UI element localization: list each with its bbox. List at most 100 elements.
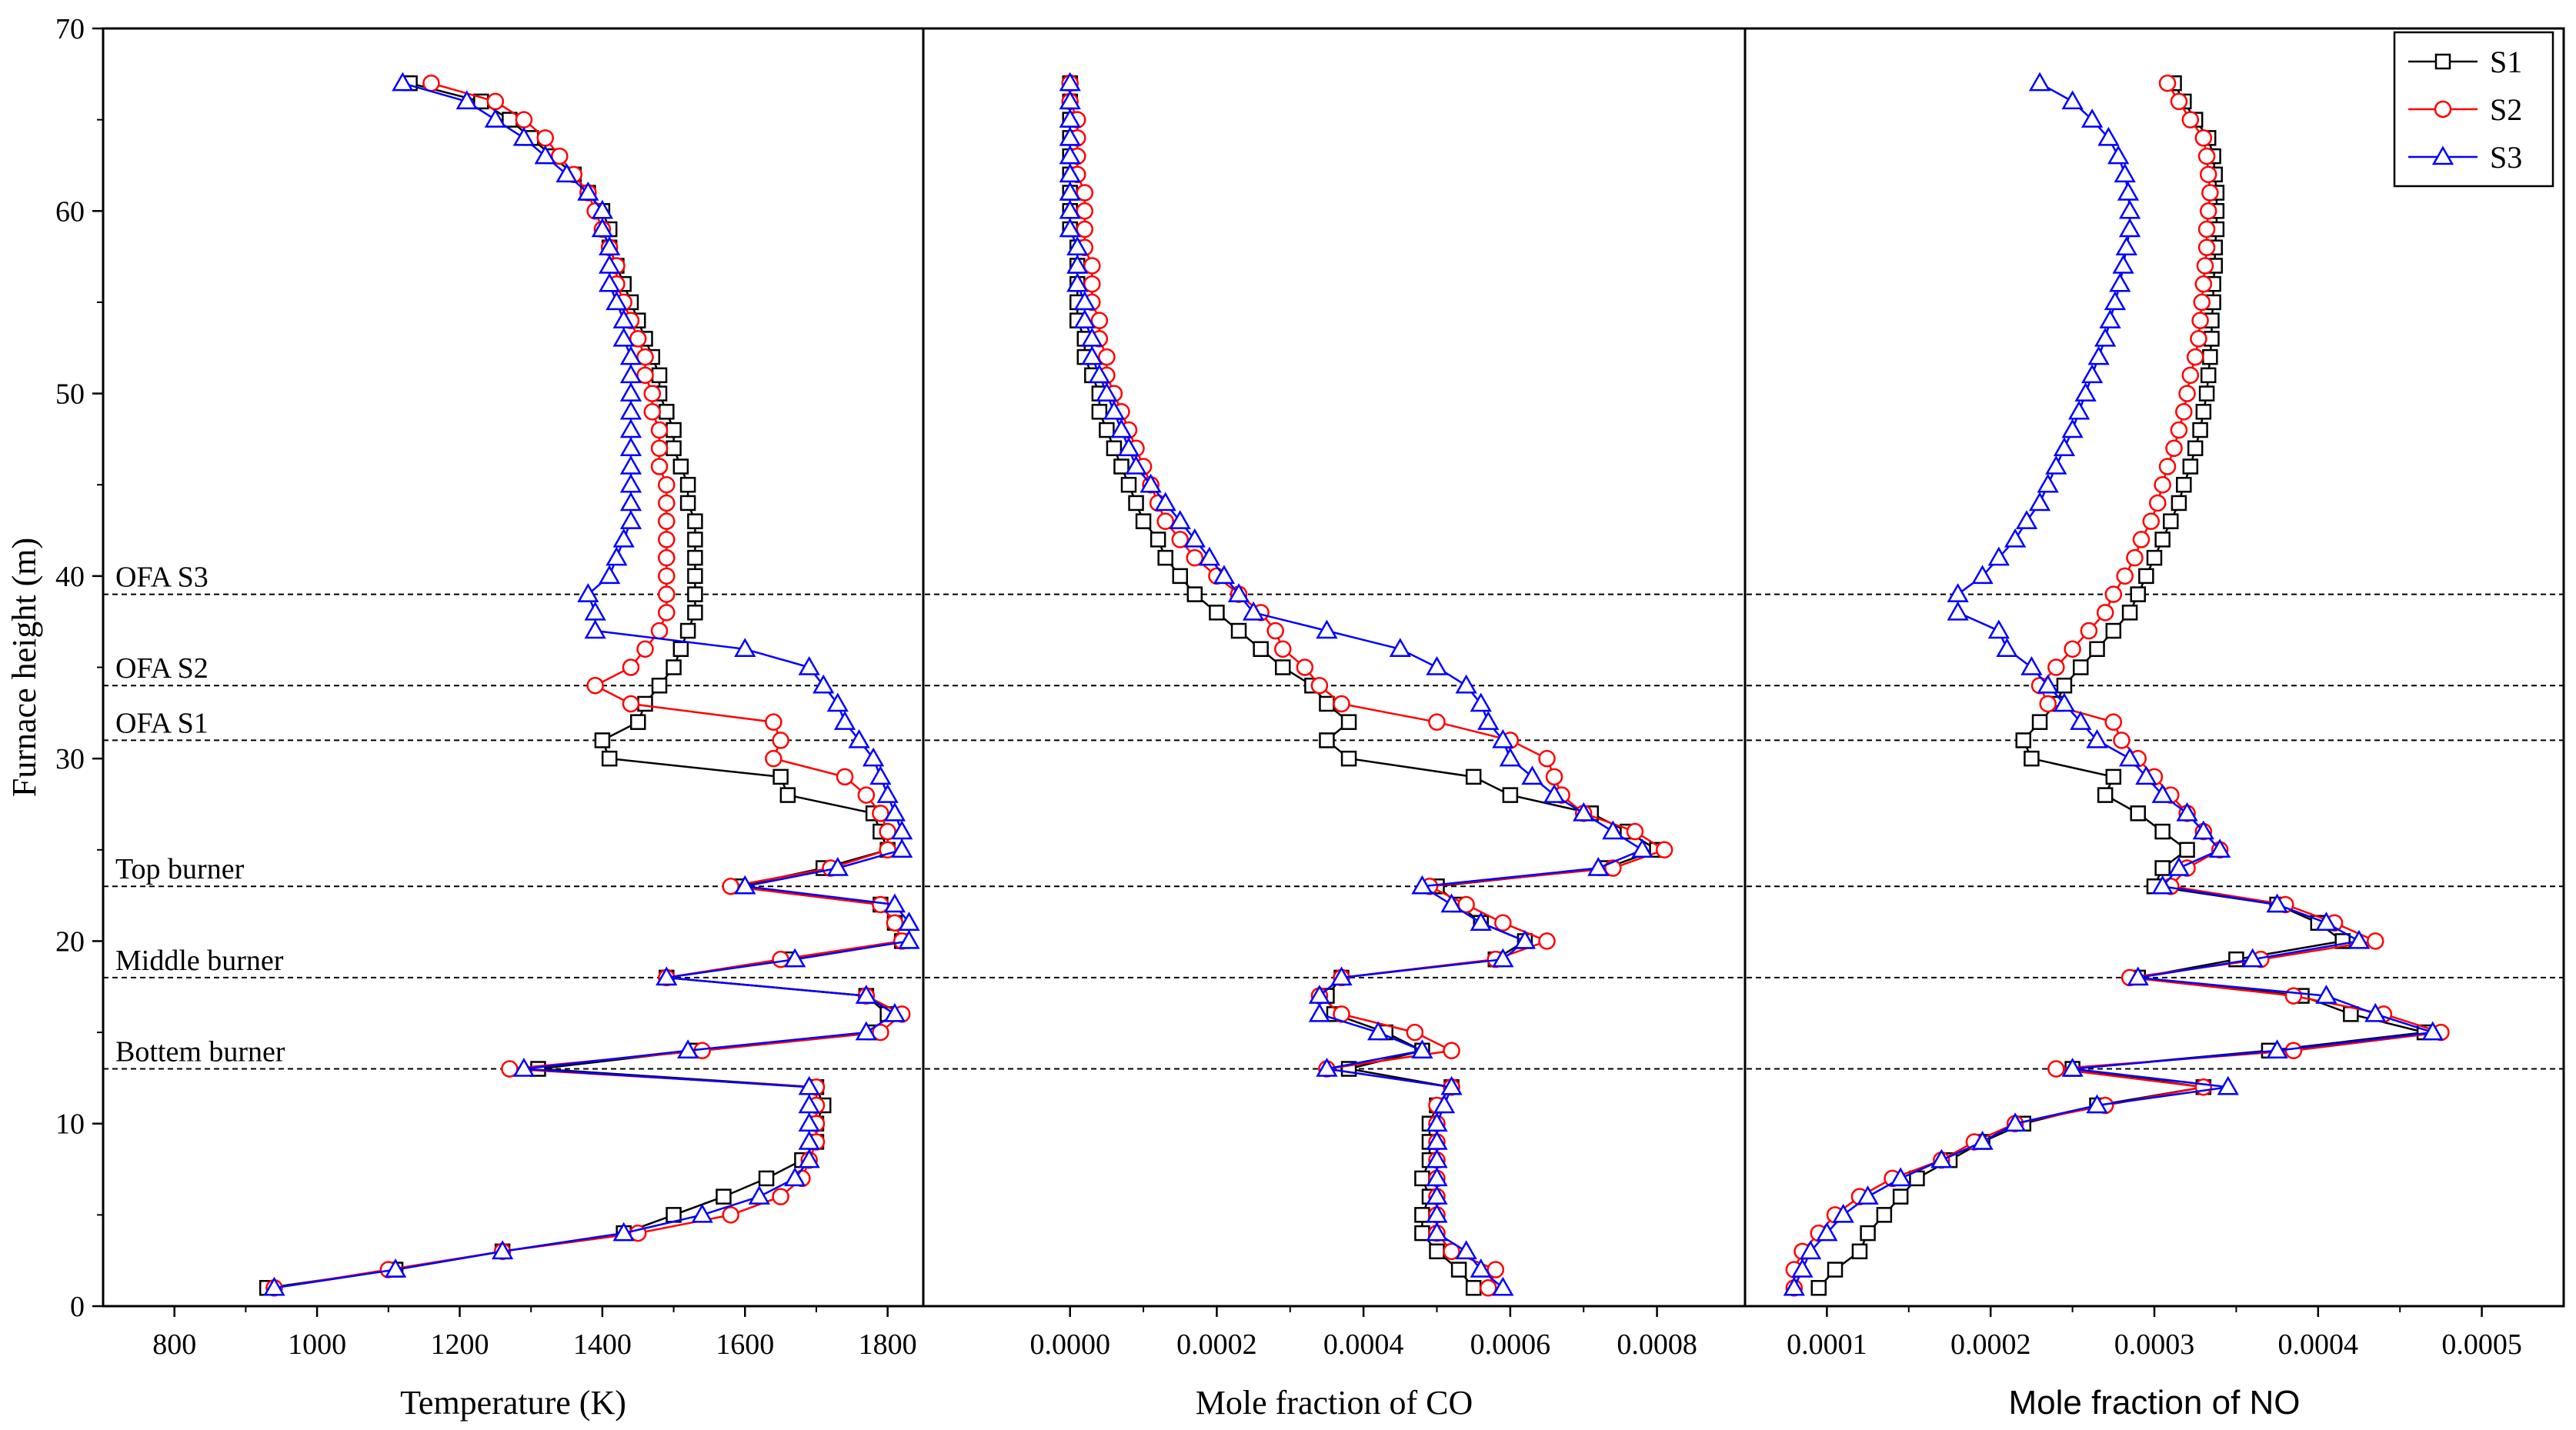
data-point-s3: [2087, 345, 2110, 365]
x-axis-title-no: Mole fraction of NO: [2008, 1384, 2300, 1422]
x-tick-label: 1200: [430, 1328, 489, 1361]
data-point-s1: [2163, 513, 2179, 529]
data-point-s2: [1545, 768, 1563, 786]
data-point-s2: [658, 494, 676, 512]
data-point-s3: [484, 108, 506, 128]
data-point-s2: [1538, 932, 1556, 950]
data-point-s3: [2266, 1039, 2288, 1059]
data-point-s3: [619, 400, 642, 420]
data-point-s3: [1066, 254, 1089, 274]
data-point-s3: [2053, 692, 2076, 712]
data-point-s3: [2020, 655, 2043, 675]
data-point-s3: [2118, 747, 2141, 767]
data-point-s3: [1213, 565, 1236, 585]
legend-label: S3: [2490, 140, 2522, 175]
data-point-s2: [1186, 548, 1204, 567]
data-point-s3: [1543, 784, 1566, 803]
data-point-s1: [2154, 823, 2171, 840]
data-point-s3: [2086, 728, 2108, 748]
data-point-s1: [2192, 422, 2208, 438]
data-point-s2: [2197, 147, 2216, 165]
x-tick-label: 0.0001: [1787, 1328, 1867, 1361]
data-point-s2: [1443, 1042, 1460, 1060]
data-point-s3: [1059, 126, 1081, 146]
data-point-s1: [2056, 677, 2073, 694]
data-point-s2: [1443, 1242, 1460, 1261]
series-s3-no: [1783, 72, 2444, 1296]
legend-entry-s3: S3: [2408, 140, 2522, 175]
data-point-s3: [855, 1021, 877, 1041]
data-point-s1: [1860, 1225, 1876, 1242]
data-point-s3: [848, 728, 870, 748]
data-point-s3: [1198, 546, 1221, 566]
data-point-s1: [758, 1170, 775, 1187]
data-point-s1: [672, 458, 689, 475]
data-point-s3: [855, 985, 877, 1004]
data-point-s1: [1414, 1225, 1430, 1242]
data-point-s3: [2070, 711, 2092, 730]
data-point-s2: [2284, 987, 2303, 1005]
data-point-s2: [1076, 202, 1094, 220]
legend-marker: [2434, 100, 2452, 118]
x-tick-label: 1400: [573, 1328, 632, 1361]
data-point-s3: [2099, 309, 2121, 328]
data-point-s3: [862, 747, 885, 767]
legend-label: S2: [2490, 92, 2522, 127]
data-point-s2: [2158, 458, 2177, 475]
data-point-s3: [491, 1240, 514, 1260]
data-point-s3: [1411, 1039, 1433, 1059]
data-point-s3: [826, 856, 849, 876]
data-point-s1: [2024, 750, 2040, 767]
data-point-s2: [486, 92, 505, 111]
data-point-s2: [2158, 74, 2177, 92]
data-point-s1: [2198, 385, 2215, 402]
data-point-s2: [2194, 275, 2213, 293]
data-point-s3: [584, 601, 606, 621]
data-point-s2: [1487, 1261, 1505, 1278]
data-point-s2: [658, 585, 676, 603]
data-point-s1: [716, 1188, 732, 1205]
x-tick-label: 0.0002: [1950, 1328, 2031, 1361]
x-axis-title-co: Mole fraction of CO: [1196, 1384, 1473, 1422]
data-point-s2: [2199, 165, 2217, 184]
data-point-s1: [1465, 1280, 1482, 1296]
data-point-s2: [872, 1023, 889, 1042]
data-point-s3: [2107, 145, 2130, 165]
data-point-s2: [658, 567, 676, 585]
data-point-s2: [2367, 932, 2384, 950]
data-point-s3: [2266, 893, 2288, 913]
data-point-s2: [765, 749, 782, 768]
data-point-s3: [619, 382, 642, 402]
data-point-s1: [2182, 458, 2199, 475]
data-point-s3: [2037, 473, 2059, 493]
data-point-s2: [643, 403, 662, 421]
data-point-s3: [656, 966, 678, 986]
x-axis-title-temperature: Temperature (K): [400, 1384, 626, 1422]
data-point-s2: [722, 877, 739, 895]
data-point-s1: [679, 476, 696, 493]
data-point-s2: [1171, 531, 1189, 548]
data-point-s1: [687, 568, 703, 585]
data-point-s1: [651, 367, 668, 384]
data-point-s3: [1308, 1002, 1331, 1022]
data-point-s1: [1429, 1243, 1445, 1260]
data-point-s3: [384, 1258, 407, 1278]
data-point-s1: [594, 732, 611, 748]
data-point-s2: [2197, 238, 2216, 256]
data-point-s3: [1316, 619, 1338, 639]
data-point-s3: [2061, 418, 2084, 438]
data-point-s2: [879, 822, 896, 841]
data-point-s2: [722, 1206, 739, 1224]
data-point-s3: [2028, 72, 2051, 92]
data-point-s2: [636, 640, 654, 658]
data-point-s1: [2146, 549, 2163, 566]
y-tick-label: 0: [70, 1291, 85, 1323]
data-point-s3: [2015, 510, 2038, 529]
data-point-s3: [1971, 565, 1994, 585]
data-point-s3: [1066, 272, 1089, 292]
data-point-s2: [650, 622, 669, 640]
data-point-s1: [2072, 659, 2089, 675]
data-point-s2: [857, 786, 876, 804]
data-point-s1: [679, 495, 696, 512]
data-point-s3: [1140, 473, 1162, 493]
